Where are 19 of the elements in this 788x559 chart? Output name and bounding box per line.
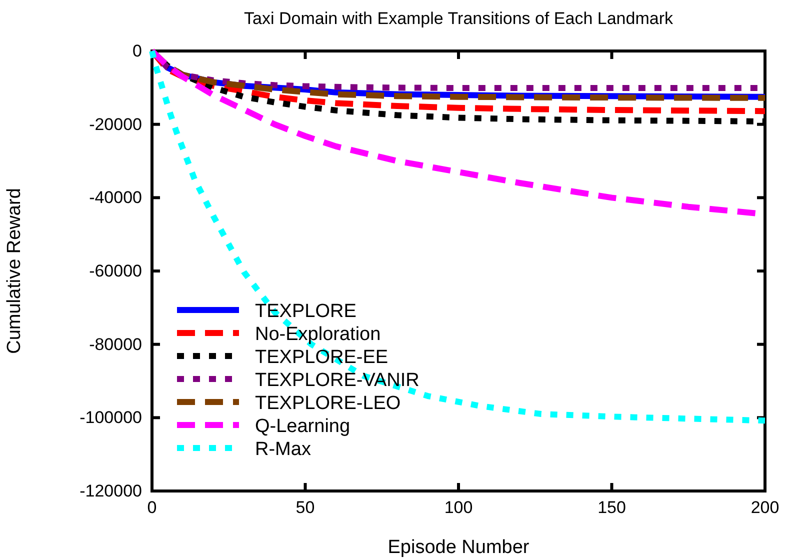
x-axis-title: Episode Number xyxy=(388,537,530,558)
x-tick-label: 100 xyxy=(444,498,473,518)
x-tick-label: 200 xyxy=(750,498,780,518)
y-tick-label: -80000 xyxy=(89,334,142,354)
x-tick-label: 150 xyxy=(598,498,626,518)
legend-label: TEXPLORE-LEO xyxy=(255,393,401,414)
y-tick-label: -120000 xyxy=(80,481,142,500)
y-tick-label: -20000 xyxy=(89,114,142,134)
legend-label: Q-Learning xyxy=(255,416,350,437)
chart-title: Taxi Domain with Example Transitions of Each Landmark xyxy=(244,9,674,28)
y-tick-label: 0 xyxy=(132,41,142,60)
y-tick-label: -100000 xyxy=(80,408,142,428)
x-tick-label: 0 xyxy=(147,498,157,518)
legend-label: R-Max xyxy=(255,439,312,460)
y-axis-title: Cumulative Reward xyxy=(4,188,25,354)
x-tick-label: 50 xyxy=(296,498,315,518)
legend-label: No-Exploration xyxy=(255,324,381,345)
y-tick-label: -40000 xyxy=(89,188,142,208)
y-tick-label: -60000 xyxy=(89,261,142,280)
